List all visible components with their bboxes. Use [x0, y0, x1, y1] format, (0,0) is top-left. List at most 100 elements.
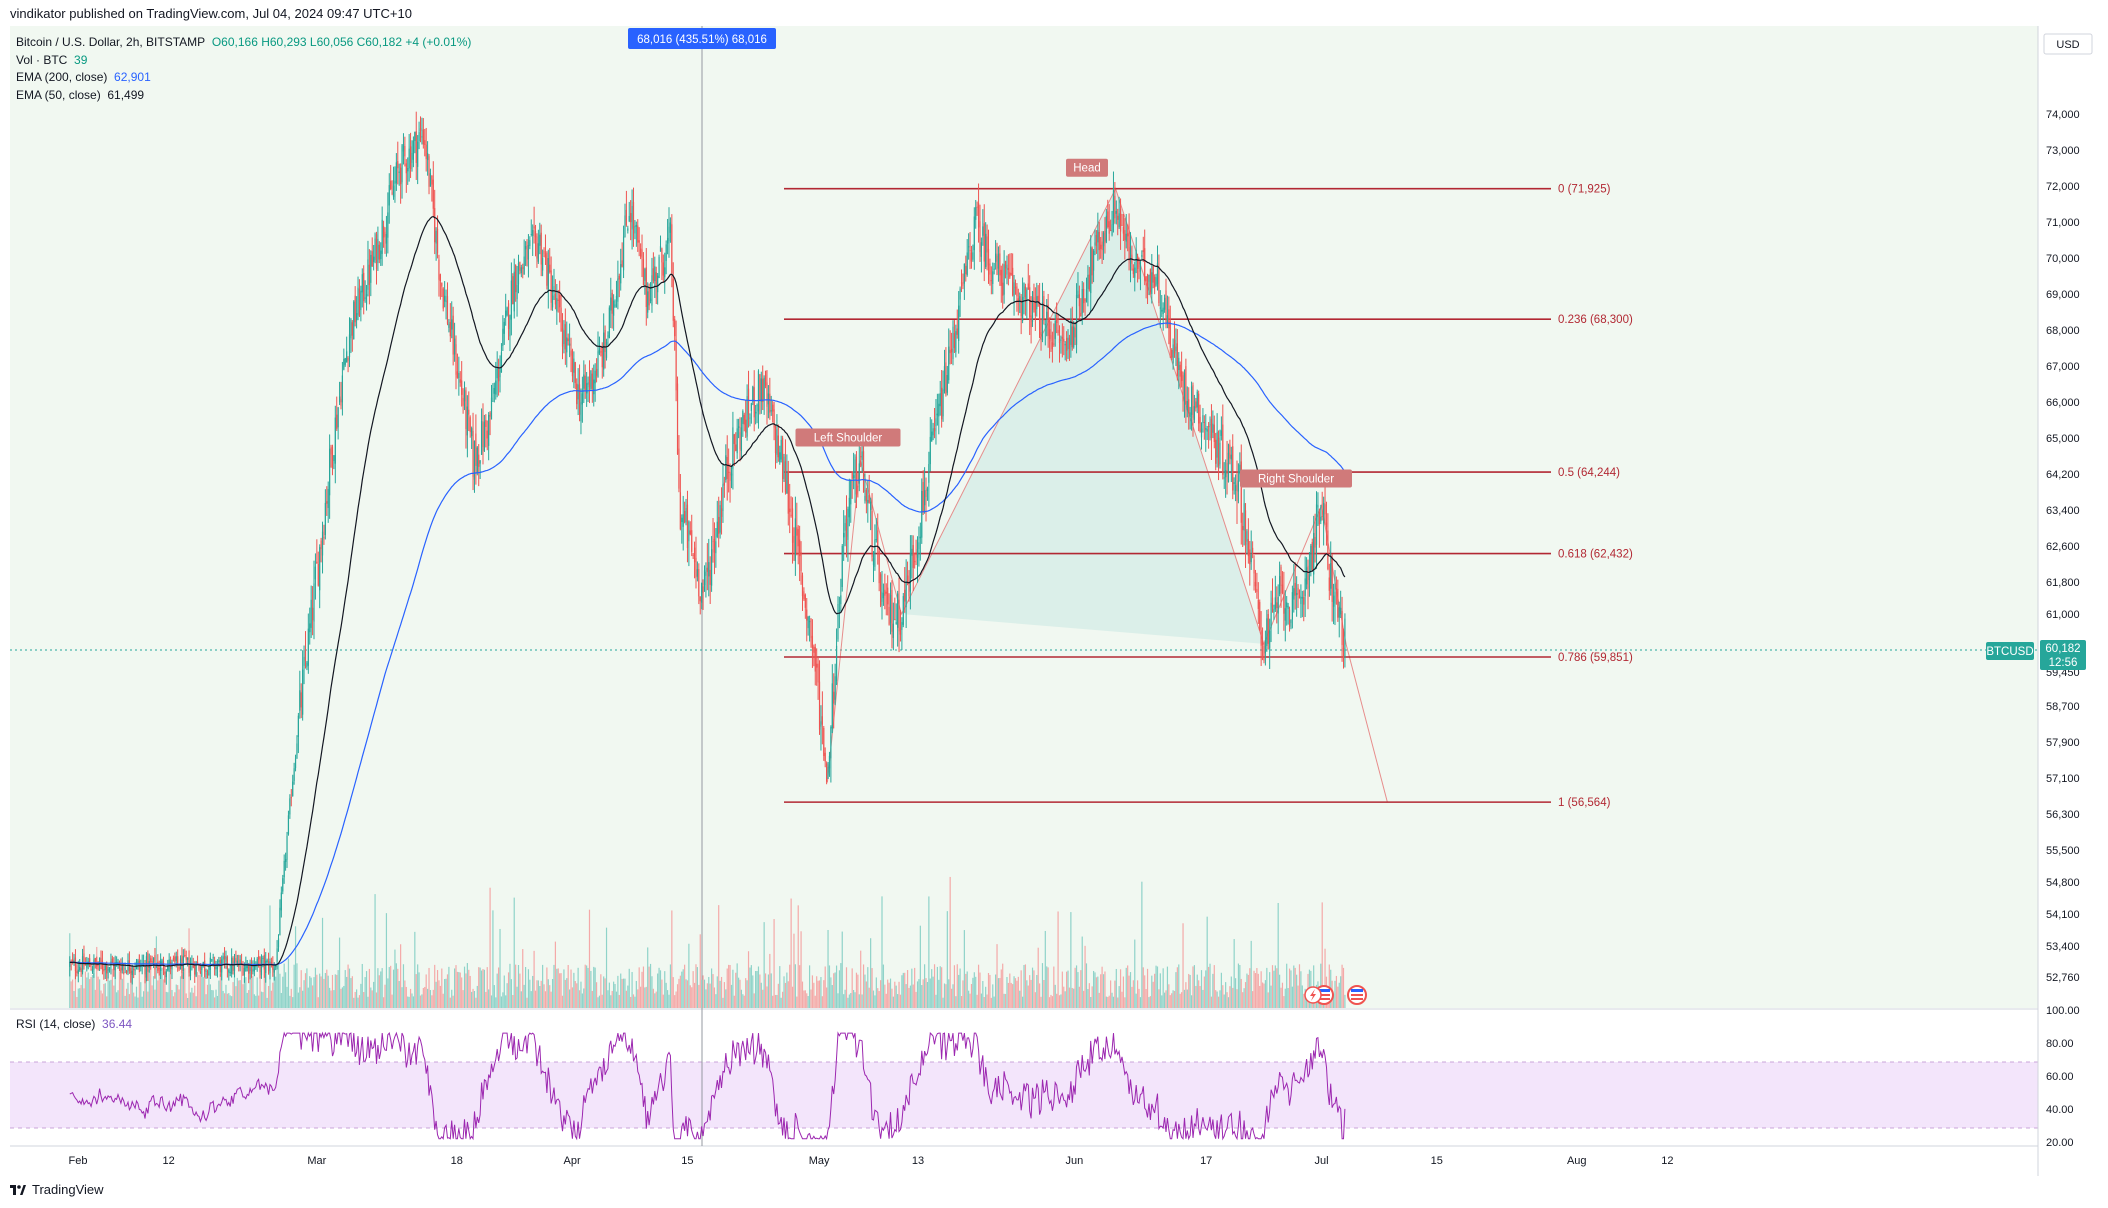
volume-bar	[1138, 988, 1140, 1008]
volume-bar	[86, 977, 88, 1008]
volume-bar	[171, 989, 173, 1008]
candle-body	[640, 248, 642, 257]
candle-body	[1269, 630, 1271, 649]
volume-bar	[1026, 980, 1028, 1008]
volume-bar	[1056, 993, 1058, 1008]
volume-bar	[756, 971, 758, 1008]
svg-text:12:56: 12:56	[2049, 657, 2078, 669]
price-axis[interactable]: 75,00074,00073,00072,00071,00070,00069,0…	[2046, 37, 2080, 984]
volume-bar	[549, 985, 551, 1008]
volume-bar	[428, 967, 430, 1008]
candle-body	[1100, 244, 1102, 250]
volume-bar	[1165, 990, 1167, 1008]
candle-body	[1172, 344, 1174, 364]
candle-body	[124, 968, 126, 970]
volume-bar	[405, 986, 407, 1008]
volume-bar	[296, 963, 298, 1008]
volume-bar	[164, 971, 166, 1008]
volume-bar	[904, 972, 906, 1008]
candle-body	[145, 956, 148, 978]
candle-body	[938, 403, 940, 417]
candle-body	[713, 538, 716, 553]
volume-bar	[1297, 985, 1299, 1008]
time-axis[interactable]: Feb 12 Mar 18 Apr 15 May 13 Jun 17 Jul 15 Aug 12	[69, 1155, 1674, 1167]
volume-bar	[1219, 990, 1221, 1008]
volume-bar	[956, 964, 958, 1008]
candle-body	[229, 971, 231, 974]
tradingview-logo[interactable]: TradingView	[10, 1182, 104, 1197]
candle-body	[674, 318, 676, 337]
volume-bar	[101, 993, 104, 1008]
volume-bar	[542, 964, 544, 1008]
volume-bar	[737, 977, 740, 1008]
candle-body	[452, 315, 454, 355]
candle-body	[1047, 304, 1049, 336]
candle-body	[953, 332, 956, 348]
volume-bar	[199, 972, 202, 1008]
candle-body	[843, 532, 845, 538]
candle-body	[720, 508, 723, 517]
candle-body	[801, 575, 804, 597]
volume-bar	[343, 985, 345, 1008]
volume-bar	[1186, 989, 1188, 1008]
volume-bar	[935, 994, 937, 1008]
volume-bar	[385, 913, 388, 1008]
price-pane[interactable]	[10, 26, 2038, 1008]
volume-bar	[675, 991, 677, 1008]
volume-bar	[233, 966, 236, 1008]
volume-bar	[77, 988, 79, 1008]
candle-body	[144, 963, 146, 975]
volume-bar	[384, 984, 386, 1008]
candle-body	[977, 203, 980, 228]
volume-bar	[388, 967, 390, 1008]
volume-bar	[313, 977, 315, 1008]
flag-icon[interactable]	[1347, 985, 1367, 1005]
volume-bar	[330, 990, 332, 1008]
candle-body	[164, 971, 166, 974]
candle-body	[779, 452, 781, 463]
volume-bar	[249, 967, 251, 1008]
candle-body	[1031, 291, 1034, 322]
candle-body	[211, 959, 213, 961]
volume-bar	[94, 989, 96, 1008]
candle-body	[304, 649, 307, 661]
candle-body	[1046, 311, 1048, 320]
volume-bar	[897, 994, 899, 1008]
candle-body	[698, 568, 700, 597]
volume-bar	[1254, 973, 1257, 1008]
candle-body	[388, 185, 390, 206]
candle-body	[476, 447, 478, 474]
currency-label[interactable]: USD	[2043, 33, 2093, 55]
volume-bar	[733, 995, 735, 1008]
volume-bar	[489, 887, 491, 1008]
volume-bar	[1080, 970, 1082, 1008]
volume-bar	[1200, 970, 1203, 1008]
candle-body	[1338, 607, 1340, 618]
candle-body	[966, 252, 968, 275]
candle-body	[669, 222, 672, 233]
candle-body	[512, 276, 514, 305]
candle-body	[1026, 289, 1028, 301]
volume-bar	[1206, 916, 1208, 1008]
volume-bar	[648, 966, 650, 1008]
candle-body	[794, 518, 796, 562]
lightning-icon[interactable]	[1304, 986, 1322, 1004]
rsi-tick: 80.00	[2046, 1038, 2074, 1050]
target-projection	[1345, 644, 1388, 803]
volume-bar	[1010, 982, 1012, 1008]
candle-body	[384, 231, 386, 237]
candle-body	[451, 319, 453, 330]
volume-bar	[659, 970, 662, 1008]
volume-bar	[216, 995, 219, 1008]
volume-bar	[194, 985, 196, 1008]
volume-bar	[536, 980, 538, 1008]
volume-bar	[821, 996, 823, 1008]
volume-bar	[226, 993, 228, 1008]
candle-body	[600, 351, 602, 353]
candle-body	[992, 271, 994, 284]
candle-body	[968, 246, 970, 248]
candle-body	[972, 252, 974, 260]
volume-bar	[209, 984, 211, 1008]
